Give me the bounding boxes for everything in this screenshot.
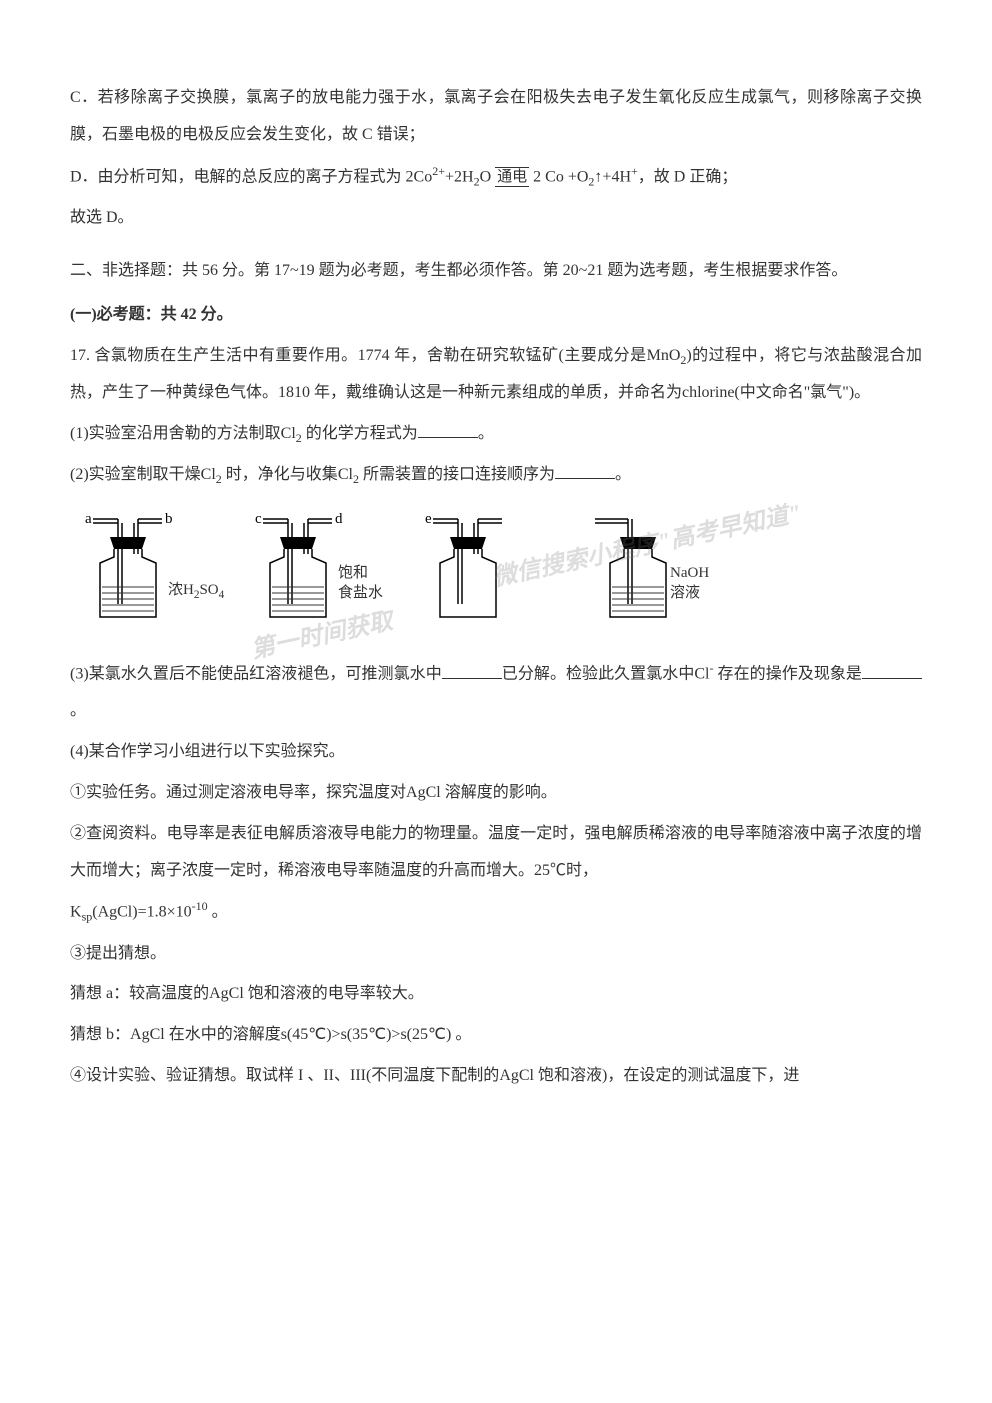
para-d-mid4: ↑+4H <box>594 168 631 185</box>
sub1-blank <box>418 422 478 438</box>
sub4-4-agcl: AgCl <box>499 1067 534 1084</box>
guess-b-mid: 在水中的溶解度 <box>165 1026 281 1043</box>
para-d-sup1: 2+ <box>432 164 445 178</box>
ksp-exp: -10 <box>192 899 208 913</box>
sub4-4-suffix: 饱和溶液)，在设定的测试温度下，进 <box>534 1067 799 1084</box>
paragraph-select: 故选 D。 <box>70 200 922 237</box>
q17-sub3: (3)某氯水久置后不能使品红溶液褪色，可推测氯水中已分解。检验此久置氯水中Cl-… <box>70 655 922 730</box>
ksp-eq: =1.8 <box>138 904 167 921</box>
bottle4-label2: 溶液 <box>670 584 709 604</box>
sub3-end: 。 <box>70 702 86 719</box>
sub4-2-text: ②查阅资料。电导率是表征电解质溶液导电能力的物理量。温度一定时，强电解质稀溶液的… <box>70 825 922 879</box>
q17-num: 17 <box>70 347 86 364</box>
para-d-mid1: +2H <box>445 168 474 185</box>
ksp-end: 。 <box>208 904 228 921</box>
guess-b-end: 。 <box>451 1026 471 1043</box>
sub3-suffix: 存在的操作及现象是 <box>714 666 862 683</box>
guess-a: 猜想 a：较高温度的AgCl 饱和溶液的电导率较大。 <box>70 976 922 1013</box>
para-d-elec: 通电 <box>495 167 529 187</box>
q17-intro: 17. 含氯物质在生产生活中有重要作用。1774 年，舍勒在研究软锰矿(主要成分… <box>70 338 922 412</box>
guess-a-suffix: 饱和溶液的电导率较大。 <box>244 985 424 1002</box>
bottle-1: a b <box>80 509 190 639</box>
q17-sub4: (4)某合作学习小组进行以下实验探究。 <box>70 734 922 771</box>
sub2-end: 。 <box>615 466 631 483</box>
bottle1-sub2: 4 <box>219 589 225 601</box>
sub4-text: (4)某合作学习小组进行以下实验探究。 <box>70 743 345 760</box>
guess-b-agcl: AgCl <box>130 1026 165 1043</box>
label-a: a <box>85 511 92 527</box>
ksp-agcl: AgCl <box>98 904 133 921</box>
bottle2-label1: 饱和 <box>338 564 383 584</box>
sub2-prefix: (2)实验室制取干燥 <box>70 466 201 483</box>
ksp-sub: sp <box>82 910 93 924</box>
guess-a-agcl: AgCl <box>209 985 244 1002</box>
q17-sub4-3: ③提出猜想。 <box>70 936 922 973</box>
q17-sub4-1: ①实验任务。通过测定溶液电导率，探究温度对AgCl 溶解度的影响。 <box>70 775 922 812</box>
sub1-end: 。 <box>478 425 494 442</box>
bottle2-label2: 食盐水 <box>338 584 383 604</box>
sub3-mid: 已分解。检验此久置氯水中 <box>502 666 695 683</box>
para-d-mid3: 2 Co +O <box>533 168 588 185</box>
sub2-cl1: Cl <box>201 466 216 483</box>
apparatus-diagram: a b <box>70 509 922 639</box>
guess-a-prefix: 猜想 a：较高温度的 <box>70 985 209 1002</box>
sub4-1-agcl: AgCl <box>406 784 441 801</box>
section-ii-line2: (一)必考题：共 42 分。 <box>70 306 233 323</box>
bottle-4-label: NaOH 溶液 <box>670 564 709 603</box>
bottle-3: e <box>420 509 530 639</box>
bottle-3-svg: e <box>420 509 530 639</box>
ksp-k: K <box>70 904 82 921</box>
sub4-1-prefix: ①实验任务。通过测定溶液电导率，探究温度对 <box>70 784 406 801</box>
para-d-mid2: O <box>480 168 492 185</box>
label-c: c <box>255 511 262 527</box>
sub1-suffix: 的化学方程式为 <box>302 425 418 442</box>
para-d-prefix: D．由分析可知，电解的总反应的离子方程式为 2Co <box>70 168 432 185</box>
sub2-cl2: Cl <box>338 466 353 483</box>
q17-intro1: . 含氯物质在生产生活中有重要作用。1774 年，舍勒在研究软锰矿(主要成分是 <box>86 347 647 364</box>
label-b: b <box>165 511 173 527</box>
bottle-4: NaOH 溶液 <box>590 509 700 639</box>
q17-sub4-2: ②查阅资料。电导率是表征电解质溶液导电能力的物理量。温度一定时，强电解质稀溶液的… <box>70 816 922 890</box>
section-ii-sub: (一)必考题：共 42 分。 <box>70 297 922 334</box>
q17-sub1: (1)实验室沿用舍勒的方法制取Cl2 的化学方程式为。 <box>70 416 922 453</box>
label-d: d <box>335 511 343 527</box>
ksp-equation: Ksp(AgCl)=1.8×10-10 。 <box>70 893 922 931</box>
section-ii-header: 二、非选择题：共 56 分。第 17~19 题为必考题，考生都必须作答。第 20… <box>70 253 922 290</box>
sub2-suffix: 所需装置的接口连接顺序为 <box>359 466 555 483</box>
bottle-2-label: 饱和 食盐水 <box>338 564 383 603</box>
sub2-mid: 时，净化与收集 <box>222 466 338 483</box>
sub3-blank1 <box>442 663 502 679</box>
sub1-cl: Cl <box>281 425 296 442</box>
guess-b-prefix: 猜想 b： <box>70 1026 130 1043</box>
guess-b-s1: s(45℃)>s(35℃)>s(25℃) <box>281 1026 452 1043</box>
ksp-times: × <box>167 904 176 921</box>
sub3-prefix: (3)某氯水久置后不能使品红溶液褪色，可推测氯水中 <box>70 666 442 683</box>
sub1-prefix: (1)实验室沿用舍勒的方法制取 <box>70 425 281 442</box>
bottle1-label-text: 浓H <box>168 582 194 598</box>
bottle1-suffix: SO <box>199 582 218 598</box>
para-c-text: C．若移除离子交换膜，氯离子的放电能力强于水，氯离子会在阳极失去电子发生氧化反应… <box>70 89 922 143</box>
q17-sub4-4: ④设计实验、验证猜想。取试样 I 、II、III(不同温度下配制的AgCl 饱和… <box>70 1058 922 1095</box>
bottle4-label1: NaOH <box>670 564 709 584</box>
ksp-ten: 10 <box>176 904 192 921</box>
sub4-3-text: ③提出猜想。 <box>70 945 166 962</box>
label-e: e <box>425 511 432 527</box>
bottle-1-label: 浓H2SO4 <box>168 573 224 609</box>
q17-mno: MnO <box>647 347 681 364</box>
section-ii-line1: 二、非选择题：共 56 分。第 17~19 题为必考题，考生都必须作答。第 20… <box>70 262 847 279</box>
sub4-1-suffix: 溶解度的影响。 <box>441 784 557 801</box>
sub2-blank <box>555 463 615 479</box>
para-d-sup2: + <box>631 164 638 178</box>
sub3-blank2 <box>862 663 922 679</box>
guess-b: 猜想 b：AgCl 在水中的溶解度s(45℃)>s(35℃)>s(25℃) 。 <box>70 1017 922 1054</box>
para-d-suffix: ，故 D 正确； <box>638 168 738 185</box>
para-select-text: 故选 D。 <box>70 209 134 226</box>
paragraph-c: C．若移除离子交换膜，氯离子的放电能力强于水，氯离子会在阳极失去电子发生氧化反应… <box>70 80 922 154</box>
sub3-cl: Cl <box>694 666 709 683</box>
bottle-2: c d 饱和 食盐水 <box>250 509 360 639</box>
sub4-4-prefix: ④设计实验、验证猜想。取试样 I 、II、III(不同温度下配制的 <box>70 1067 499 1084</box>
paragraph-d: D．由分析可知，电解的总反应的离子方程式为 2Co2++2H2O 通电 2 Co… <box>70 158 922 196</box>
q17-sub2: (2)实验室制取干燥Cl2 时，净化与收集Cl2 所需装置的接口连接顺序为。 <box>70 457 922 494</box>
